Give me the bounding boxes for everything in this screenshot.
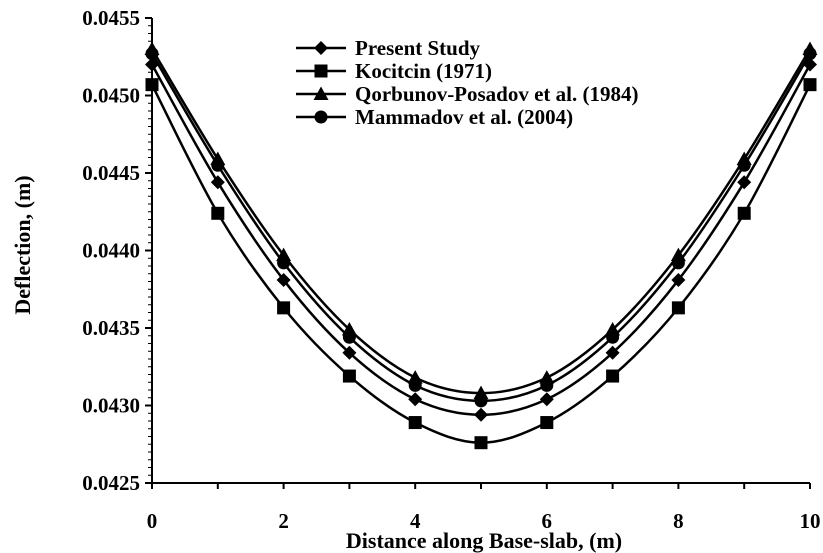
- data-point: [474, 407, 488, 422]
- series-square: [145, 78, 817, 450]
- data-point: [474, 394, 488, 408]
- x-tick-label: 0: [147, 509, 158, 533]
- data-point: [803, 78, 817, 92]
- legend-marker: [314, 64, 328, 78]
- data-point: [539, 392, 554, 407]
- data-point: [342, 369, 356, 383]
- data-point: [277, 256, 291, 270]
- data-point: [737, 175, 752, 190]
- data-point: [540, 378, 554, 392]
- data-point: [408, 378, 422, 392]
- data-point: [671, 272, 686, 287]
- x-axis-label: Distance along Base-slab, (m): [346, 528, 622, 553]
- data-point: [605, 345, 620, 360]
- data-point: [342, 345, 357, 360]
- legend-item: Present Study: [296, 36, 481, 60]
- legend-label: Qorbunov-Posadov et al. (1984): [355, 82, 639, 106]
- x-axis-ticks: 0 2 4 6 8 10: [147, 483, 821, 533]
- data-point: [606, 369, 620, 383]
- series-layer: [144, 41, 818, 450]
- x-tick-label: 8: [673, 509, 684, 533]
- data-point: [408, 416, 422, 430]
- y-tick-label: 0.0440: [82, 239, 140, 263]
- data-point: [210, 175, 225, 190]
- y-tick-label: 0.0425: [82, 471, 140, 495]
- data-point: [276, 272, 291, 287]
- data-point: [277, 301, 291, 315]
- legend-item: Mammadov et al. (2004): [296, 105, 573, 129]
- data-point: [145, 47, 159, 61]
- data-point: [474, 436, 488, 450]
- y-tick-label: 0.0430: [82, 394, 140, 418]
- data-point: [803, 47, 817, 61]
- legend-marker: [314, 41, 328, 55]
- x-tick-label: 6: [542, 509, 553, 533]
- y-tick-label: 0.0445: [82, 161, 140, 185]
- data-point: [145, 78, 159, 92]
- x-tick-label: 4: [410, 509, 421, 533]
- data-point: [671, 301, 685, 315]
- data-point: [671, 256, 685, 270]
- legend-item: Qorbunov-Posadov et al. (1984): [296, 82, 639, 106]
- y-tick-label: 0.0435: [82, 316, 140, 340]
- y-axis-ticks: 0.0425 0.0430 0.0435 0.0440 0.0445 0.0450 0.04…: [82, 6, 152, 495]
- y-axis-label: Deflection, (m): [10, 175, 35, 314]
- legend-label: Mammadov et al. (2004): [355, 105, 573, 129]
- y-tick-label: 0.0450: [82, 84, 140, 108]
- legend-label: Present Study: [355, 36, 481, 60]
- data-point: [408, 392, 423, 407]
- data-point: [211, 206, 225, 220]
- y-tick-label: 0.0455: [82, 6, 140, 30]
- data-point: [211, 158, 225, 172]
- series-circle: [145, 47, 817, 408]
- legend-marker: [313, 86, 329, 100]
- x-tick-label: 10: [800, 509, 821, 533]
- legend-marker: [314, 110, 328, 124]
- x-tick-label: 2: [278, 509, 289, 533]
- data-point: [540, 416, 554, 430]
- data-point: [606, 330, 620, 344]
- legend-label: Kocitcin (1971): [355, 59, 492, 83]
- data-point: [737, 158, 751, 172]
- legend-item: Kocitcin (1971): [296, 59, 492, 83]
- data-point: [737, 206, 751, 220]
- data-point: [342, 330, 356, 344]
